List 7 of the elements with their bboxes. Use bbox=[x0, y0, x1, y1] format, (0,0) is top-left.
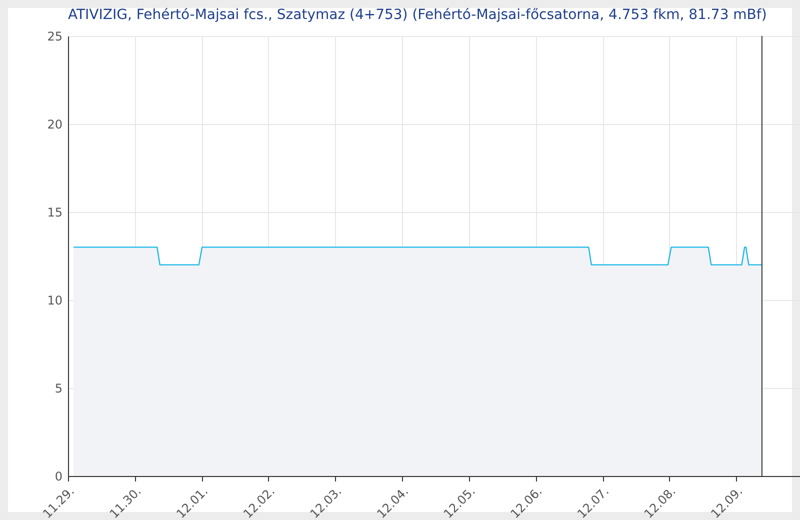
y-tick-label: 20 bbox=[47, 118, 62, 132]
y-tick-label: 10 bbox=[47, 294, 62, 308]
y-tick-label: 15 bbox=[47, 206, 62, 220]
chart-title: ATIVIZIG, Fehértó-Majsai fcs., Szatymaz (4+753) (Fehértó-Majsai-főcsatorna, 4.753 fkm, 81.73 mBf) bbox=[68, 7, 767, 23]
y-tick-label: 0 bbox=[54, 470, 62, 484]
y-tick-label: 5 bbox=[54, 382, 62, 396]
y-tick-label: 25 bbox=[47, 30, 62, 44]
